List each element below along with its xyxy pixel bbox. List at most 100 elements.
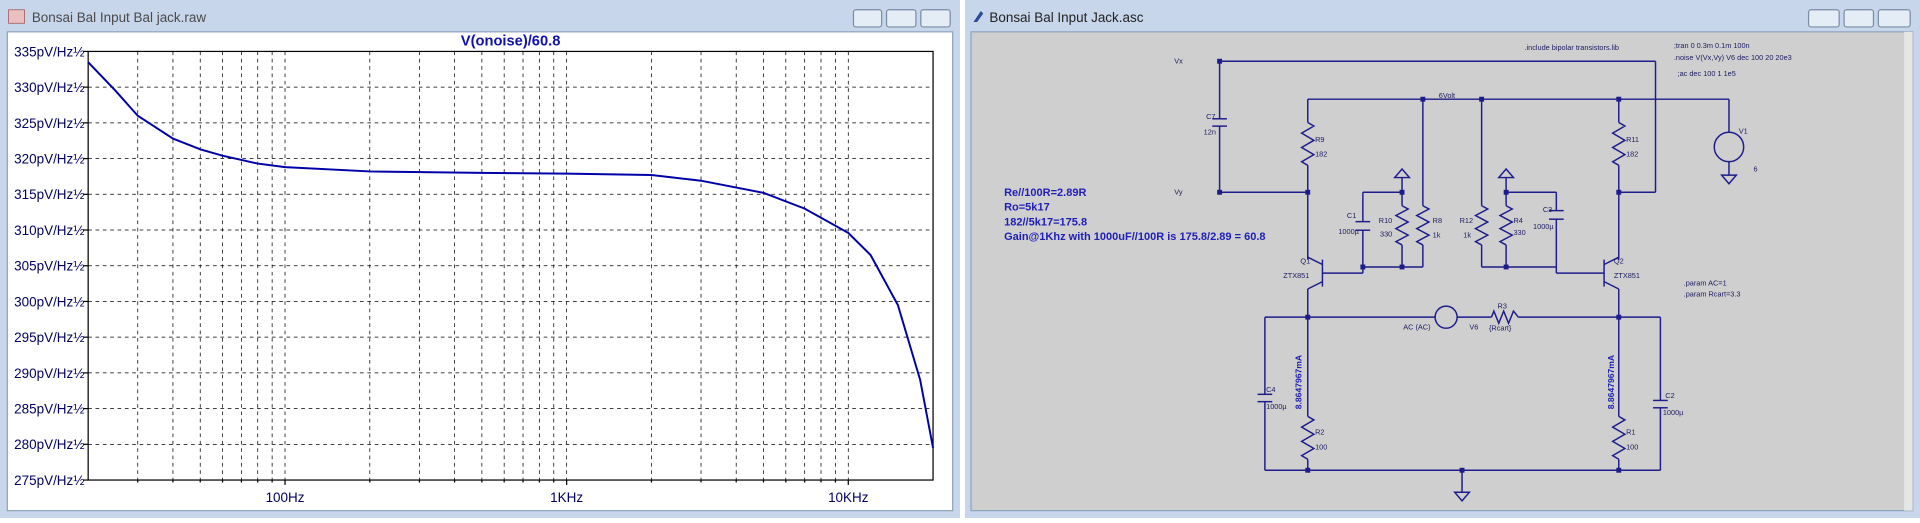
wire bbox=[1307, 256, 1323, 266]
schematic-label: ;ac dec 100 1 1e5 bbox=[1678, 69, 1736, 78]
close-button[interactable] bbox=[1877, 9, 1911, 28]
schematic-label: Ro=5k17 bbox=[1004, 202, 1050, 214]
schematic-label: 1000µ bbox=[1533, 222, 1554, 231]
scrollbar[interactable] bbox=[1904, 31, 1913, 511]
schematic-label: Re//100R=2.89R bbox=[1004, 187, 1086, 199]
resistor bbox=[1498, 205, 1514, 246]
junction bbox=[1616, 96, 1622, 102]
ground bbox=[1720, 174, 1738, 185]
schematic-label: R10 bbox=[1379, 216, 1392, 225]
schematic-label: R8 bbox=[1433, 216, 1442, 225]
schematic-label: 330 bbox=[1380, 229, 1392, 238]
schematic-label: Q2 bbox=[1614, 256, 1624, 265]
junction bbox=[1305, 314, 1311, 320]
resistor bbox=[1415, 205, 1431, 246]
schematic-label: Vy bbox=[1174, 188, 1183, 197]
junction bbox=[1616, 314, 1622, 320]
noise-trace bbox=[87, 61, 935, 449]
schematic-label: 12n bbox=[1204, 128, 1216, 137]
schematic-label: Gain@1Khz with 1000uF//100R is 175.8/2.8… bbox=[1004, 231, 1265, 243]
schematic-label: V1 bbox=[1739, 126, 1748, 135]
schematic-canvas bbox=[970, 31, 1914, 512]
junction bbox=[1305, 189, 1311, 195]
ac-source bbox=[1434, 305, 1458, 329]
junction bbox=[1503, 264, 1509, 270]
schematic-label: R11 bbox=[1626, 135, 1639, 144]
schematic-label: R2 bbox=[1315, 428, 1324, 437]
junction bbox=[1616, 189, 1622, 195]
schematic-label: 6Volt bbox=[1439, 91, 1455, 100]
window-buttons[interactable] bbox=[852, 9, 951, 28]
junction bbox=[1360, 264, 1366, 270]
minimize-button[interactable] bbox=[852, 9, 883, 28]
schematic-label: .include bipolar transistors.lib bbox=[1524, 43, 1618, 52]
window-buttons[interactable] bbox=[1807, 9, 1911, 28]
resistor bbox=[1300, 121, 1316, 166]
schematic-label: ZTX851 bbox=[1614, 271, 1640, 280]
y-tick-label: 320pV/Hz½ bbox=[14, 151, 84, 166]
resistor bbox=[1611, 121, 1627, 166]
resistor bbox=[1473, 205, 1490, 246]
window-title: Bonsai Bal Input Jack.asc bbox=[989, 10, 1143, 25]
resistor bbox=[1611, 415, 1627, 460]
voltage-source bbox=[1713, 131, 1745, 163]
y-tick-label: 300pV/Hz½ bbox=[14, 294, 84, 309]
close-button[interactable] bbox=[920, 9, 951, 28]
schematic-label: AC (AC) bbox=[1403, 322, 1430, 331]
schematic: Vx Vy 6Volt C7 12n R9 182 R11 182 V1 6 C1 1000µ R10 33… bbox=[1004, 41, 1792, 502]
resistor bbox=[1490, 309, 1519, 326]
schematic-label: C7 bbox=[1206, 112, 1215, 121]
schematic-label: 6 bbox=[1753, 164, 1757, 173]
y-tick-label: 295pV/Hz½ bbox=[14, 330, 84, 345]
schematic-label: 8.8647967mA bbox=[1294, 355, 1304, 409]
schematic-label: C2 bbox=[1665, 391, 1674, 400]
schematic-label: {Rcart} bbox=[1489, 324, 1512, 333]
window-title: Bonsai Bal Input Bal jack.raw bbox=[32, 10, 207, 25]
y-tick-label: 285pV/Hz½ bbox=[14, 402, 84, 417]
resistor bbox=[1394, 205, 1410, 246]
junction bbox=[1305, 467, 1311, 473]
wire bbox=[1603, 280, 1620, 290]
app-icon bbox=[8, 9, 25, 24]
schematic-label: 182//5k17=175.8 bbox=[1004, 216, 1087, 228]
y-tick-label: 315pV/Hz½ bbox=[14, 187, 84, 202]
ground bbox=[1393, 167, 1411, 179]
schematic-label: .param Rcart=3.3 bbox=[1684, 289, 1741, 298]
x-tick-label: 100Hz bbox=[266, 490, 305, 505]
schematic-label: C1 bbox=[1347, 211, 1356, 220]
x-tick-label: 10KHz bbox=[828, 490, 869, 505]
plot: 275pV/Hz½ 280pV/Hz½ 285pV/Hz½ 290pV/Hz½ 295p… bbox=[14, 33, 935, 505]
schematic-label: R3 bbox=[1498, 302, 1507, 311]
schematic-label: Vx bbox=[1174, 57, 1183, 66]
junction bbox=[1420, 96, 1426, 102]
schematic-label: 1000µ bbox=[1266, 402, 1287, 411]
y-tick-label: 325pV/Hz½ bbox=[14, 116, 84, 131]
y-tick-label: 290pV/Hz½ bbox=[14, 366, 84, 381]
junction bbox=[1479, 96, 1485, 102]
junction bbox=[1399, 264, 1405, 270]
schematic-label: Q1 bbox=[1300, 256, 1310, 265]
schematic-label: 100 bbox=[1315, 442, 1327, 451]
junction bbox=[1459, 467, 1465, 473]
schematic-label: .param AC=1 bbox=[1684, 278, 1727, 287]
schematic-label: 100 bbox=[1626, 442, 1638, 451]
maximize-button[interactable] bbox=[1843, 9, 1875, 28]
schematic-label: C4 bbox=[1266, 385, 1275, 394]
schematic-label: ;tran 0 0.3m 0.1m 100n bbox=[1674, 41, 1750, 50]
schematic-label: 1000µ bbox=[1663, 408, 1684, 417]
y-tick-label: 280pV/Hz½ bbox=[14, 437, 84, 452]
schematic-label: 330 bbox=[1513, 228, 1525, 237]
wire bbox=[1603, 256, 1620, 266]
minimize-button[interactable] bbox=[1807, 9, 1840, 28]
schematic-label: 1k bbox=[1463, 231, 1471, 240]
y-tick-label: 335pV/Hz½ bbox=[14, 44, 84, 59]
maximize-button[interactable] bbox=[885, 9, 917, 28]
y-tick-label: 275pV/Hz½ bbox=[14, 473, 84, 488]
junction bbox=[1217, 189, 1223, 195]
ground bbox=[1497, 167, 1516, 179]
junction bbox=[1503, 189, 1509, 195]
schematic-label: 182 bbox=[1315, 150, 1327, 159]
schematic-label: 1000µ bbox=[1338, 227, 1359, 236]
schematic-label: R12 bbox=[1460, 216, 1473, 225]
